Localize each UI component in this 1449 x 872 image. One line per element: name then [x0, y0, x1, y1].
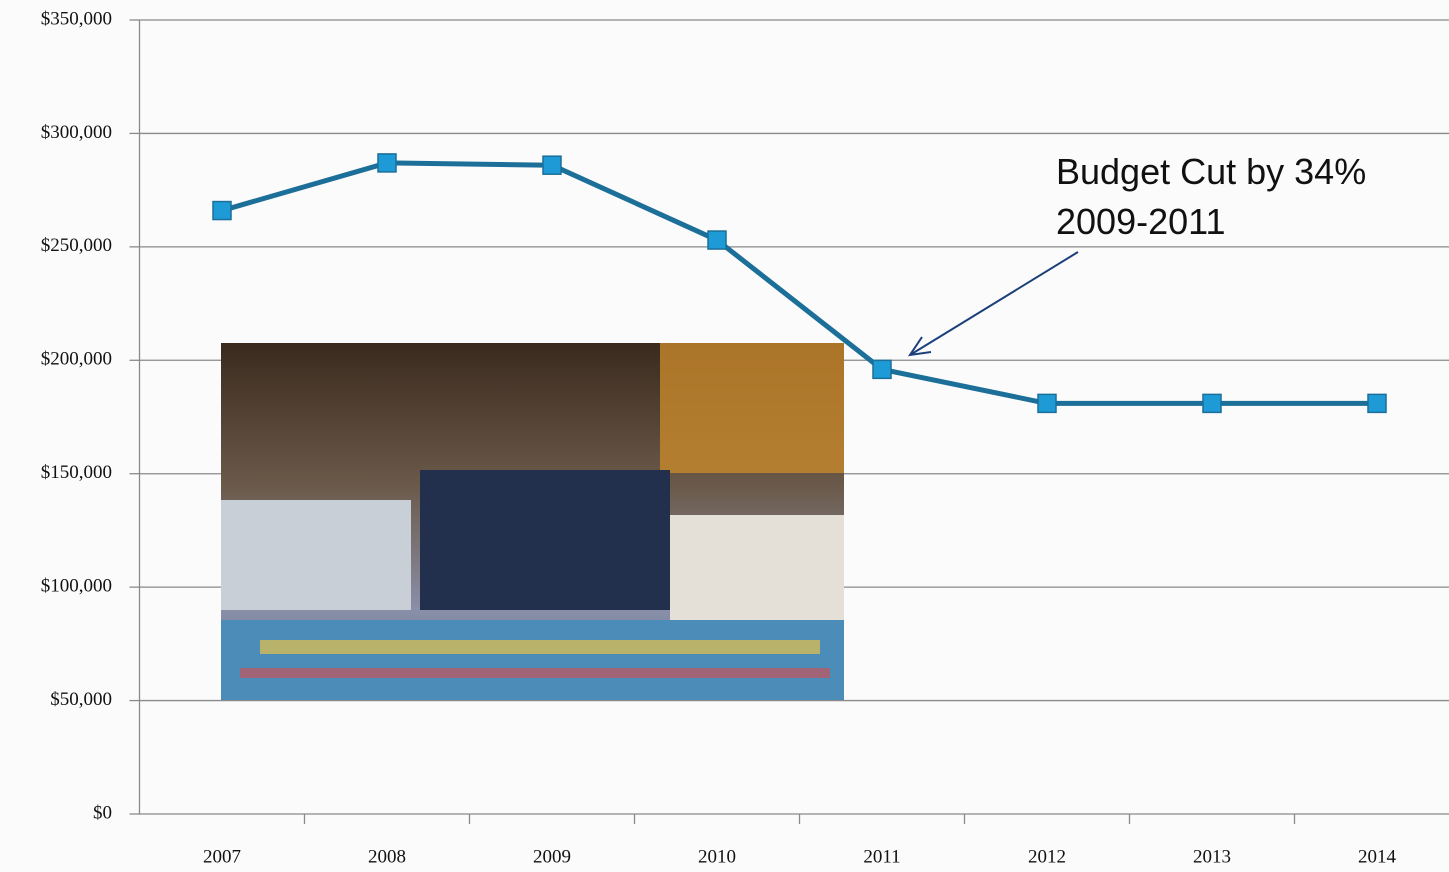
annotation-arrow	[907, 251, 1079, 357]
x-tick-label: 2012	[1028, 846, 1066, 867]
x-tick-label: 2009	[533, 846, 571, 867]
data-marker	[212, 200, 232, 221]
x-tick-label: 2008	[368, 846, 406, 867]
y-tick-label: $200,000	[41, 349, 112, 370]
photo	[221, 343, 844, 700]
annotation: Budget Cut by 34%	[1056, 151, 1366, 192]
y-tick-label: $150,000	[41, 462, 112, 483]
annotation: 2009-2011	[1056, 201, 1226, 242]
data-marker	[542, 155, 562, 175]
data-marker	[1367, 393, 1387, 414]
y-tick-label: $100,000	[41, 576, 112, 597]
data-marker	[872, 359, 892, 380]
x-tick-label: 2011	[863, 846, 900, 867]
y-tick-label: $50,000	[50, 689, 112, 710]
data-marker	[377, 153, 397, 173]
x-tick-label: 2014	[1358, 846, 1397, 867]
x-tick-label: 2007	[203, 846, 241, 867]
data-marker	[707, 230, 727, 250]
data-line	[221, 160, 1377, 406]
data-marker	[1037, 393, 1057, 414]
data-marker	[1202, 393, 1222, 414]
y-tick-label: $350,000	[41, 8, 112, 29]
x-tick-label: 2013	[1193, 846, 1231, 867]
y-tick-label: $300,000	[41, 122, 112, 143]
y-tick-label: $250,000	[41, 235, 112, 256]
x-tick-label: 2010	[698, 846, 736, 867]
y-tick-label: $0	[93, 802, 112, 823]
